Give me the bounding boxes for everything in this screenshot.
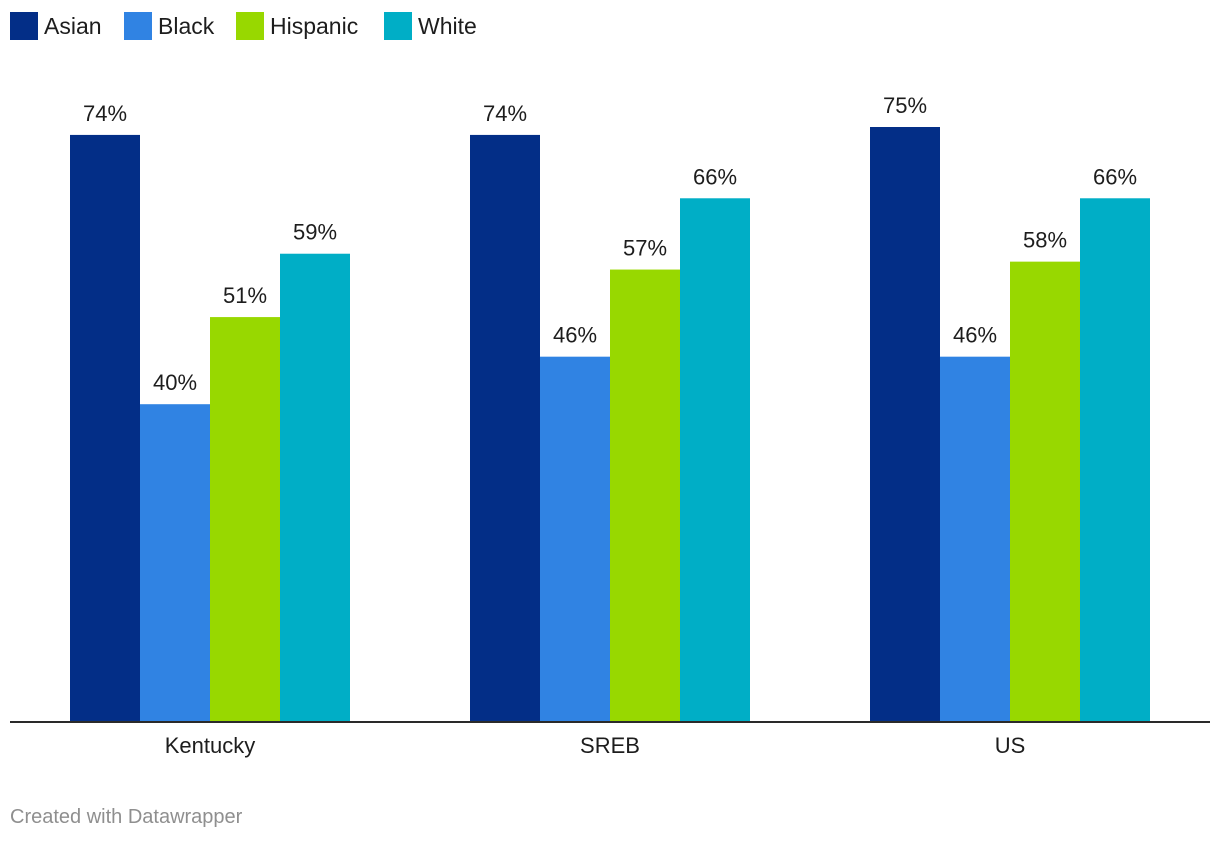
bar-us-white [1080,198,1150,721]
legend-swatch-black [124,12,152,40]
x-axis-category-labels: Kentucky SREB US [165,733,1026,758]
legend-swatch-white [384,12,412,40]
value-label-sreb-black: 46% [553,323,597,348]
bar-us-asian [870,127,940,721]
bar-kentucky-hispanic [210,317,280,721]
legend-label-white: White [418,13,477,39]
chart-legend: Asian Black Hispanic White [10,12,477,40]
legend-swatch-hispanic [236,12,264,40]
legend-item-white: White [384,12,477,40]
legend-label-black: Black [158,13,215,39]
value-label-kentucky-asian: 74% [83,101,127,126]
value-label-sreb-white: 66% [693,164,737,189]
bar-kentucky-black [140,404,210,721]
bar-kentucky-white [280,253,350,721]
value-label-sreb-asian: 74% [483,101,527,126]
legend-item-asian: Asian [10,12,102,40]
category-label-us: US [995,733,1026,758]
bar-sreb-white [680,198,750,721]
bar-sreb-asian [470,134,540,722]
bar-sreb-black [540,356,610,721]
category-label-kentucky: Kentucky [165,733,256,758]
bar-us-black [940,356,1010,721]
bar-us-hispanic [1010,261,1080,721]
datawrapper-credit: Created with Datawrapper [10,806,243,828]
legend-label-asian: Asian [44,13,102,39]
value-label-us-asian: 75% [883,93,927,118]
value-label-us-hispanic: 58% [1023,228,1067,253]
legend-swatch-asian [10,12,38,40]
category-label-sreb: SREB [580,733,640,758]
legend-label-hispanic: Hispanic [270,13,358,39]
chart-value-labels: 74% 40% 51% 59% 74% 46% 57% 66% 75% 46% 58% 66% [83,93,1137,395]
value-label-kentucky-black: 40% [153,370,197,395]
value-label-kentucky-white: 59% [293,220,337,245]
value-label-sreb-hispanic: 57% [623,236,667,261]
legend-item-black: Black [124,12,215,40]
value-label-us-black: 46% [953,323,997,348]
bar-sreb-hispanic [610,269,680,721]
value-label-kentucky-hispanic: 51% [223,283,267,308]
value-label-us-white: 66% [1093,164,1137,189]
bar-kentucky-asian [70,134,140,722]
chart-bars [70,127,1150,722]
legend-item-hispanic: Hispanic [236,12,358,40]
